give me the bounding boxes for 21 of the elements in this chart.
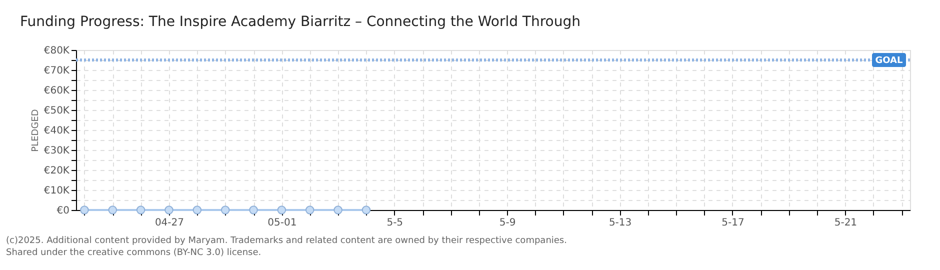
x-tick-label: 04-27 [154, 218, 184, 228]
y-tick-label: €0 [56, 206, 70, 216]
x-tick-label: 5-9 [499, 218, 516, 228]
x-tick-label: 5-5 [386, 218, 404, 228]
x-tick-label: 05-01 [268, 218, 297, 228]
text: (c)2025. Additional content provided by Maryam. Trademarks and related content are owned by their respective companies. [6, 236, 567, 246]
x-tick-label: 5-21 [834, 218, 858, 228]
y-tick-label: €30K [44, 146, 70, 156]
text: Shared under the creative commons (BY-NC 3.0) license. [6, 248, 262, 258]
y-tick-label: €50K [44, 106, 70, 116]
chart-title: Funding Progress: The Inspire Academy Biarritz – Connecting the World Through [20, 14, 581, 30]
ref-line-label: GOAL [875, 56, 904, 66]
y-tick-label: €40K [44, 126, 70, 136]
y-tick-label: €20K [44, 166, 70, 176]
x-tick-label: 5-17 [722, 218, 744, 228]
y-tick-label: €60K [44, 86, 70, 96]
y-tick-label: €80K [44, 46, 70, 56]
y-axis-title: PLEDGED [30, 109, 41, 152]
y-tick-label: €10K [44, 186, 70, 196]
x-tick-label: 5-13 [608, 218, 632, 228]
y-tick-label: €70K [44, 66, 70, 76]
